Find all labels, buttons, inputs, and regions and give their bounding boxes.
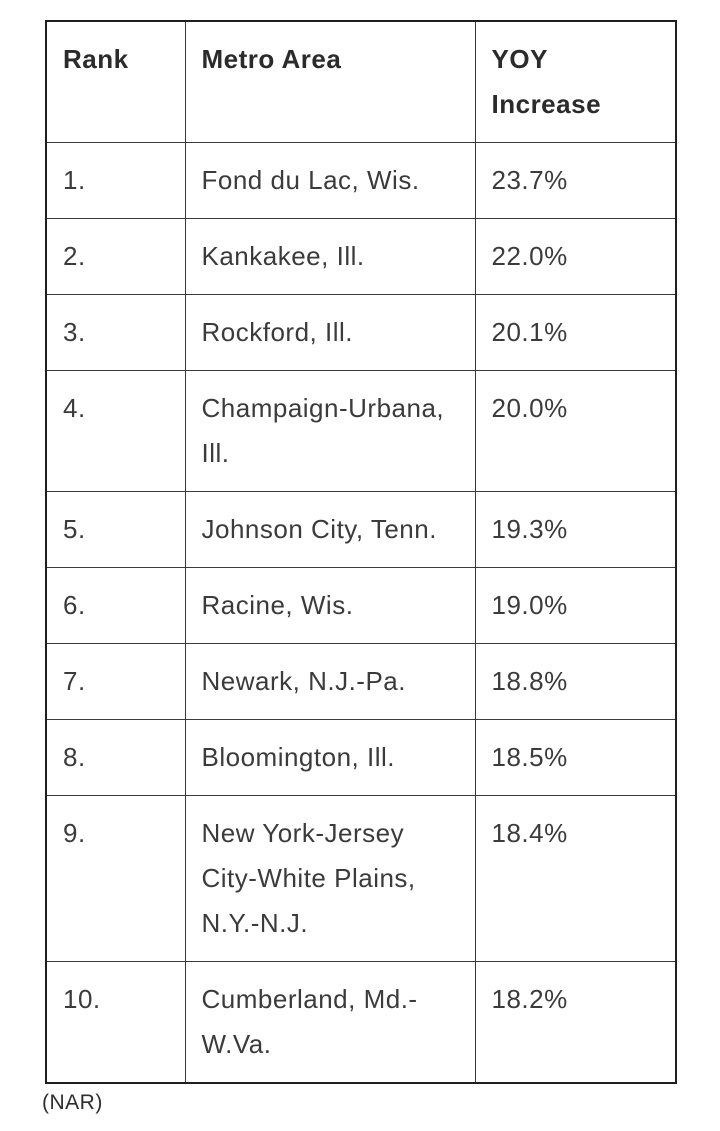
metro-cell: Racine, Wis.: [184, 567, 476, 644]
table-row: 2. Kankakee, Ill. 22.0%: [45, 218, 677, 295]
yoy-cell: 20.0%: [474, 370, 677, 492]
yoy-cell: 23.7%: [474, 142, 677, 219]
yoy-cell: 22.0%: [474, 218, 677, 295]
table-row: 4. Champaign-Urbana, Ill. 20.0%: [45, 370, 677, 492]
yoy-cell: 18.2%: [474, 961, 677, 1084]
source-attribution: (NAR): [42, 1091, 103, 1114]
metro-cell: Fond du Lac, Wis.: [184, 142, 476, 219]
table-header: Rank Metro Area YOY Increase: [45, 20, 677, 143]
rank-cell: 10.: [45, 961, 186, 1084]
table-body: 1. Fond du Lac, Wis. 23.7% 2. Kankakee, …: [45, 142, 677, 1084]
table-row: 3. Rockford, Ill. 20.1%: [45, 294, 677, 371]
metro-cell: Newark, N.J.-Pa.: [184, 643, 476, 720]
rank-cell: 4.: [45, 370, 186, 492]
yoy-cell: 18.5%: [474, 719, 677, 796]
yoy-cell: 18.8%: [474, 643, 677, 720]
table-row: 10. Cumberland, Md.-W.Va. 18.2%: [45, 961, 677, 1084]
yoy-cell: 19.3%: [474, 491, 677, 568]
yoy-cell: 20.1%: [474, 294, 677, 371]
metro-yoy-table: Rank Metro Area YOY Increase 1. Fond du …: [45, 20, 677, 1084]
rank-cell: 7.: [45, 643, 186, 720]
table-row: 8. Bloomington, Ill. 18.5%: [45, 719, 677, 796]
table-row: 5. Johnson City, Tenn. 19.3%: [45, 491, 677, 568]
table-row: 1. Fond du Lac, Wis. 23.7%: [45, 142, 677, 219]
metro-cell: Champaign-Urbana, Ill.: [184, 370, 476, 492]
metro-cell: Kankakee, Ill.: [184, 218, 476, 295]
rank-cell: 1.: [45, 142, 186, 219]
yoy-cell: 18.4%: [474, 795, 677, 962]
table-section: Rank Metro Area YOY Increase 1. Fond du …: [42, 20, 685, 1115]
column-header-rank: Rank: [45, 20, 186, 143]
column-header-metro: Metro Area: [184, 20, 476, 143]
rank-cell: 3.: [45, 294, 186, 371]
metro-cell: Cumberland, Md.-W.Va.: [184, 961, 476, 1084]
metro-cell: Rockford, Ill.: [184, 294, 476, 371]
yoy-cell: 19.0%: [474, 567, 677, 644]
rank-cell: 9.: [45, 795, 186, 962]
table-row: 6. Racine, Wis. 19.0%: [45, 567, 677, 644]
metro-cell: New York-Jersey City-White Plains, N.Y.-…: [184, 795, 476, 962]
rank-cell: 5.: [45, 491, 186, 568]
table-row: 9. New York-Jersey City-White Plains, N.…: [45, 795, 677, 962]
header-row: Rank Metro Area YOY Increase: [45, 20, 677, 143]
rank-cell: 2.: [45, 218, 186, 295]
column-header-yoy: YOY Increase: [474, 20, 677, 143]
metro-cell: Johnson City, Tenn.: [184, 491, 476, 568]
rank-cell: 8.: [45, 719, 186, 796]
table-row: 7. Newark, N.J.-Pa. 18.8%: [45, 643, 677, 720]
metro-cell: Bloomington, Ill.: [184, 719, 476, 796]
rank-cell: 6.: [45, 567, 186, 644]
